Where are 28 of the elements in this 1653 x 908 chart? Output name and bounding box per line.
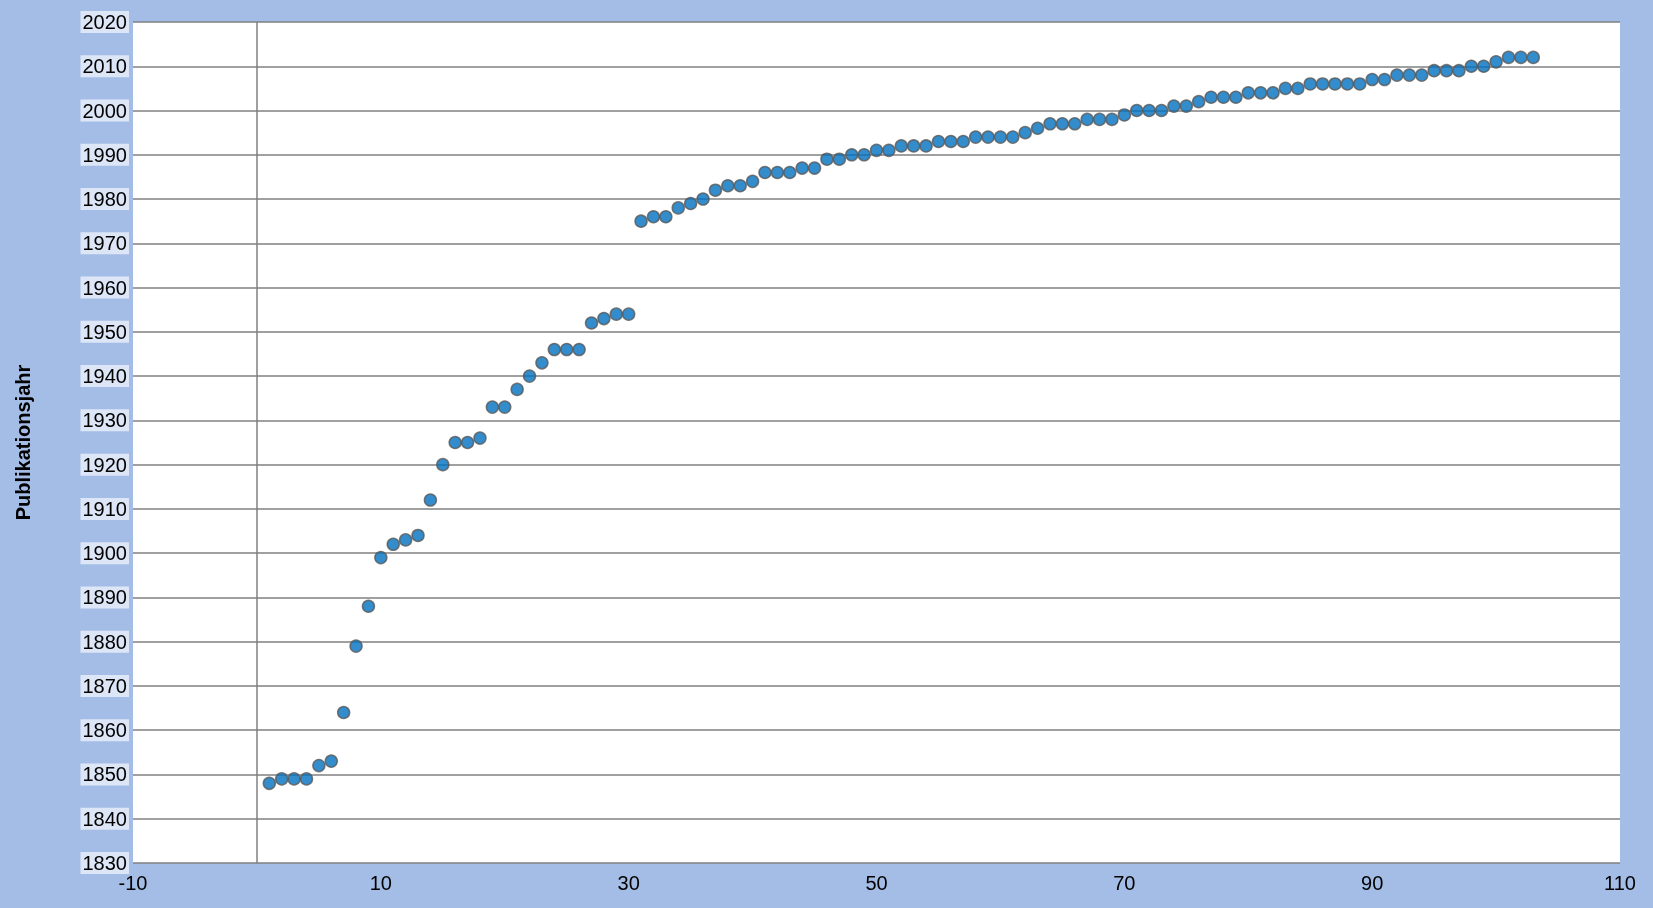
y-tick-label: 2020 [82, 11, 127, 33]
y-tick-label: 1930 [82, 409, 127, 432]
y-tick-label: 1910 [82, 497, 127, 520]
y-tick-label: 1840 [82, 807, 127, 830]
y-tick-label: 1870 [82, 674, 127, 697]
y-tick-label: 1890 [82, 586, 127, 609]
y-tick-label: 1970 [82, 232, 127, 255]
y-tick-label: 1880 [82, 630, 127, 653]
y-tick-label: 1830 [82, 852, 127, 874]
x-tick-label: 10 [369, 872, 392, 894]
y-axis-title: Publikationsjahr [12, 364, 34, 521]
x-tick-label: 30 [617, 872, 640, 894]
y-tick-label: 1980 [82, 188, 127, 211]
x-tick-label: 90 [1361, 872, 1384, 894]
y-tick-label: 2000 [82, 99, 127, 122]
y-tick-label: 2010 [82, 55, 127, 78]
y-tick-label: 1860 [82, 719, 127, 742]
y-tick-label: 1990 [82, 143, 127, 166]
y-tick-label: 1900 [82, 542, 127, 565]
y-tick-label: 1920 [82, 453, 127, 476]
x-tick-label: -10 [118, 872, 148, 894]
y-tick-label: 1850 [82, 763, 127, 786]
y-tick-label: 1960 [82, 276, 127, 299]
y-tick-label: 1940 [82, 365, 127, 388]
y-tick-label: 1950 [82, 320, 127, 343]
x-tick-label: 110 [1604, 872, 1636, 894]
x-tick-label: 70 [1113, 872, 1136, 894]
x-tick-label: 50 [865, 872, 888, 894]
